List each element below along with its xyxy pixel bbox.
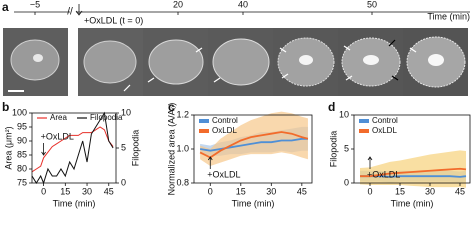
x-tick-label: 30 bbox=[425, 186, 435, 196]
y-tick-label: 0 bbox=[344, 177, 349, 187]
y-tick-label: 75 bbox=[17, 177, 27, 187]
timeline-axis-label: Time (min) bbox=[427, 11, 470, 21]
x-tick-label: 15 bbox=[395, 186, 405, 196]
annotation-arrow bbox=[207, 156, 213, 169]
y-tick-label: 100 bbox=[12, 107, 27, 117]
x-tick-label: 0 bbox=[41, 186, 46, 196]
x-tick-label: 15 bbox=[236, 186, 246, 196]
y-axis-label: Normalized area (A/A₀) bbox=[166, 103, 176, 196]
x-tick-label: 15 bbox=[60, 186, 70, 196]
x-tick-label: 0 bbox=[367, 186, 372, 196]
data-line bbox=[360, 175, 467, 178]
y-tick-label: 95 bbox=[17, 121, 27, 131]
cell-nucleus bbox=[428, 54, 444, 66]
legend-label: OxLDL bbox=[372, 126, 397, 135]
panel-label: d bbox=[328, 100, 335, 114]
data-line bbox=[199, 131, 309, 159]
treatment-arrow bbox=[75, 4, 83, 16]
legend-label: Filopodia bbox=[90, 113, 123, 122]
annotation: +OxLDL bbox=[41, 131, 74, 141]
treatment-label: +OxLDL (t = 0) bbox=[84, 15, 143, 25]
timeline-tick-label: 20 bbox=[173, 0, 183, 9]
x-tick-label: 30 bbox=[82, 186, 92, 196]
figure: a // −5 20 40 50 Time (min) +OxLDL (t = … bbox=[2, 0, 471, 208]
data-line bbox=[360, 167, 467, 178]
legend-label: OxLDL bbox=[212, 126, 237, 135]
x-tick-label: 0 bbox=[208, 186, 213, 196]
y2-tick-label: 5 bbox=[121, 142, 126, 152]
y-tick-label: 80 bbox=[17, 163, 27, 173]
arrows bbox=[388, 39, 399, 81]
panel-label: b bbox=[2, 100, 9, 114]
plot-frame bbox=[31, 112, 117, 184]
y-tick-label: 90 bbox=[17, 135, 27, 145]
x-tick-label: 45 bbox=[104, 186, 114, 196]
cell-nucleus bbox=[363, 55, 379, 65]
annotation-arrow bbox=[367, 156, 373, 169]
x-tick-label: 45 bbox=[297, 186, 307, 196]
y-tick-label: 10 bbox=[339, 109, 349, 119]
y2-tick-label: 10 bbox=[121, 107, 131, 117]
x-tick-label: 30 bbox=[266, 186, 276, 196]
y-tick-label: 1.2 bbox=[176, 109, 189, 119]
annotation-arrow bbox=[41, 143, 46, 156]
legend-label: Control bbox=[212, 116, 238, 125]
x-axis-label: Time (min) bbox=[391, 198, 434, 208]
timeline-tick-label: 50 bbox=[367, 0, 377, 9]
legend-label: Area bbox=[50, 113, 67, 122]
arrows bbox=[123, 45, 417, 92]
timeline-break: // bbox=[67, 7, 73, 18]
data-line bbox=[31, 126, 114, 173]
legend-label: Control bbox=[372, 116, 398, 125]
cell bbox=[148, 39, 204, 85]
error-band bbox=[360, 150, 466, 188]
y-tick-label: 1.0 bbox=[176, 143, 189, 153]
panel-label: a bbox=[2, 0, 9, 14]
x-axis-label: Time (min) bbox=[53, 198, 96, 208]
data-line bbox=[31, 111, 114, 185]
annotation: +OxLDL bbox=[207, 169, 240, 179]
y-tick-label: 5 bbox=[344, 143, 349, 153]
annotation: +OxLDL bbox=[367, 169, 400, 179]
timeline-tick-label: 40 bbox=[238, 0, 248, 9]
y-tick-label: 85 bbox=[17, 149, 27, 159]
cell-nucleus bbox=[299, 55, 313, 65]
error-band bbox=[200, 111, 308, 166]
y-axis-label: Area (μm²) bbox=[3, 126, 13, 169]
x-axis-label: Time (min) bbox=[232, 198, 275, 208]
micrographs bbox=[3, 28, 468, 96]
cell-nucleus bbox=[33, 54, 43, 62]
data-line bbox=[199, 137, 308, 152]
y2-axis-label: Filopodia bbox=[130, 130, 140, 167]
page: a // −5 20 40 50 Time (min) +OxLDL (t = … bbox=[2, 0, 471, 209]
y2-tick-label: 0 bbox=[121, 177, 126, 187]
timeline-tick-label: −5 bbox=[30, 0, 40, 9]
cell bbox=[83, 40, 137, 84]
cell bbox=[212, 38, 270, 86]
y-axis-label: Filopodia bbox=[328, 131, 338, 168]
y-tick-label: 0.8 bbox=[176, 177, 189, 187]
x-tick-label: 45 bbox=[455, 186, 465, 196]
panel-label: c bbox=[168, 100, 175, 114]
